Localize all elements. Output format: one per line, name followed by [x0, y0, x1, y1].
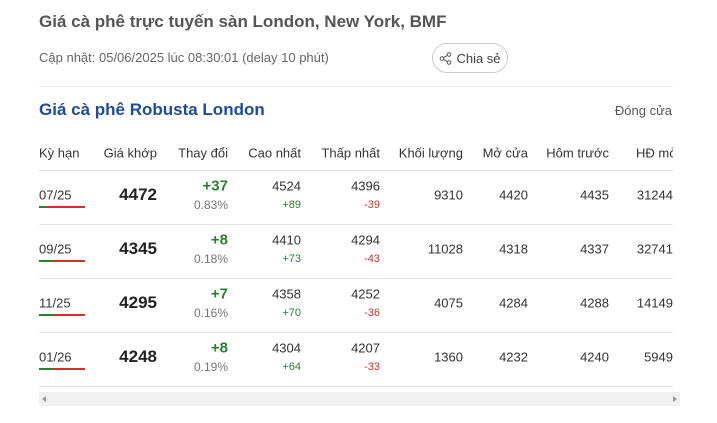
- low: 4252: [351, 286, 380, 302]
- column-header: Giá khớp: [103, 145, 157, 161]
- term: 01/26: [39, 349, 72, 365]
- price: 4345: [119, 239, 157, 258]
- low: 4294: [351, 232, 380, 248]
- open-interest: 5949: [644, 349, 673, 365]
- column-header: Mở cửa: [482, 145, 528, 161]
- price: 4248: [119, 347, 157, 366]
- column-header: Kỳ hạn: [39, 145, 80, 161]
- range-bar: [39, 368, 85, 370]
- open: 4420: [499, 187, 528, 203]
- prev-close: 4435: [580, 187, 609, 203]
- price: 4472: [119, 185, 157, 204]
- change-pct: 0.16%: [193, 306, 228, 320]
- row-line: [39, 224, 673, 225]
- open-interest: 32741: [636, 241, 673, 257]
- column-header: Cao nhất: [248, 145, 301, 161]
- scrollbar[interactable]: [39, 392, 680, 406]
- high: 4304: [272, 340, 301, 356]
- prev-close: 4240: [580, 349, 609, 365]
- column-header: Thay đổi: [178, 145, 228, 161]
- low-diff: -33: [364, 361, 380, 373]
- high: 4358: [272, 286, 301, 302]
- divider: [39, 86, 673, 87]
- scroll-arrows: [42, 396, 677, 402]
- prev-close: 4337: [580, 241, 609, 257]
- high-diff: +89: [282, 199, 301, 211]
- range-bar: [39, 260, 85, 262]
- open: 4318: [499, 241, 528, 257]
- low-diff: -43: [364, 253, 380, 265]
- change-pct: 0.18%: [193, 252, 228, 266]
- term: 07/25: [39, 187, 72, 203]
- market-status: Đóng cửa: [614, 103, 672, 118]
- open: 4284: [499, 295, 528, 311]
- low-diff: -39: [364, 199, 380, 211]
- column-header: Thấp nhất: [321, 145, 380, 161]
- volume: 11028: [427, 241, 463, 257]
- column-header: Khối lượng: [398, 145, 463, 161]
- range-bar: [39, 206, 85, 208]
- term: 09/25: [39, 241, 72, 257]
- price: 4295: [119, 293, 157, 312]
- share-label: Chia sẻ: [456, 50, 501, 66]
- update-time: Cập nhật: 05/06/2025 lúc 08:30:01 (delay…: [39, 50, 329, 65]
- high-diff: +70: [282, 307, 301, 319]
- volume: 4075: [434, 295, 463, 311]
- term: 11/25: [39, 295, 71, 311]
- low: 4207: [351, 340, 380, 356]
- change: +8: [210, 231, 228, 249]
- change: +7: [210, 285, 228, 303]
- row-line: [39, 386, 673, 387]
- change: +8: [210, 339, 228, 357]
- price-table: Kỳ hạn Giá khớp Thay đổi Cao nhất Thấp nhất K…: [39, 140, 673, 388]
- high-diff: +64: [282, 361, 301, 373]
- section-title: Giá cà phê Robusta London: [39, 100, 265, 119]
- volume: 1360: [434, 349, 463, 365]
- open-interest: 31244: [636, 187, 673, 203]
- range-bar: [39, 314, 85, 316]
- row-line: [39, 332, 673, 333]
- low: 4396: [351, 178, 380, 194]
- row-line: [39, 278, 673, 279]
- high: 4410: [272, 232, 301, 248]
- share-icon: [440, 51, 452, 65]
- high-diff: +73: [282, 253, 301, 265]
- low-diff: -36: [364, 307, 380, 319]
- prev-close: 4288: [580, 295, 609, 311]
- change: +37: [202, 177, 228, 195]
- open-interest: 14149: [636, 295, 673, 311]
- open: 4232: [499, 349, 528, 365]
- header-line: [39, 170, 673, 171]
- change-pct: 0.83%: [193, 198, 228, 212]
- column-header: Hôm trước: [546, 145, 609, 161]
- volume: 9310: [434, 187, 463, 203]
- high: 4524: [272, 178, 301, 194]
- page-title: Giá cà phê trực tuyến sàn London, New Yo…: [39, 12, 447, 31]
- share-button[interactable]: Chia sẻ: [432, 43, 508, 73]
- column-header: HĐ mở: [636, 145, 673, 161]
- change-pct: 0.19%: [193, 360, 228, 374]
